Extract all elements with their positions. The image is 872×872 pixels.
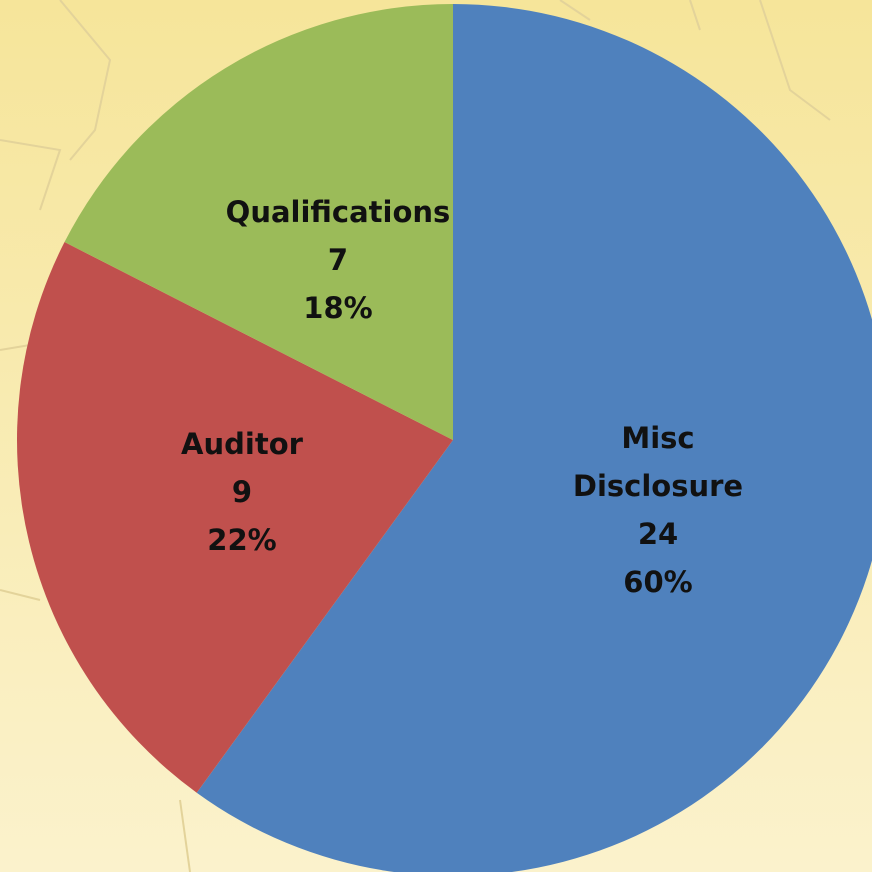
percent-label: 22% (207, 523, 277, 557)
pie-slice (16, 242, 453, 793)
value-label: 7 (327, 243, 349, 277)
value-label: 9 (231, 475, 253, 509)
percent-label: 60% (623, 565, 693, 599)
pie-slice (64, 4, 454, 440)
category-label: Misc Disclosure (572, 421, 744, 503)
map-lines (0, 0, 831, 872)
slice-label: Qualifications 7 18% (208, 188, 468, 332)
slice-label: Misc Disclosure 24 60% (563, 414, 753, 606)
slice-label: Auditor 9 22% (112, 420, 372, 564)
pie-slice (196, 4, 872, 872)
category-label: Auditor (181, 427, 303, 461)
percent-label: 18% (303, 291, 373, 325)
value-label: 24 (637, 517, 679, 551)
category-label: Qualifications (225, 195, 451, 229)
